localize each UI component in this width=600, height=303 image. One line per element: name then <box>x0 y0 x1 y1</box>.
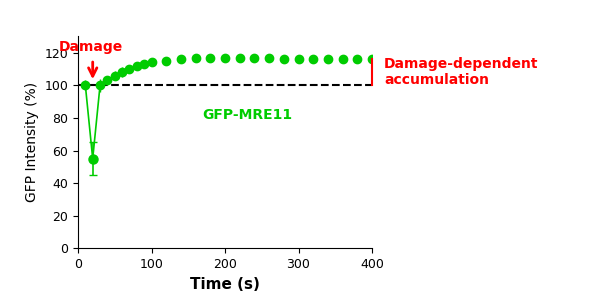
Text: Damage: Damage <box>59 40 124 54</box>
Text: GFP-MRE11: GFP-MRE11 <box>202 108 292 122</box>
X-axis label: Time (s): Time (s) <box>190 277 260 292</box>
Y-axis label: GFP Intensity (%): GFP Intensity (%) <box>25 82 39 202</box>
Text: Damage-dependent
accumulation: Damage-dependent accumulation <box>384 57 539 87</box>
